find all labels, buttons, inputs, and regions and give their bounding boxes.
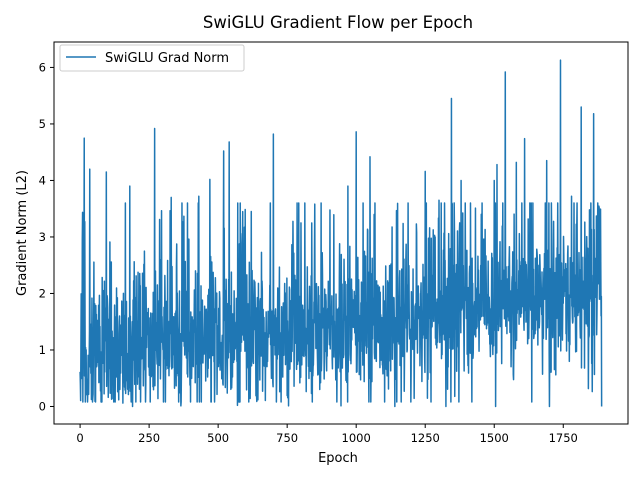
x-tick-label: 1500 (480, 431, 509, 445)
legend-label: SwiGLU Grad Norm (105, 51, 229, 66)
x-axis-ticks: 0 250 500 750 1000 1250 1500 1750 (76, 424, 578, 445)
x-tick-label: 1250 (411, 431, 440, 445)
y-tick-label: 2 (39, 286, 46, 300)
x-tick-label: 250 (138, 431, 160, 445)
y-tick-label: 4 (39, 173, 46, 187)
x-tick-label: 500 (207, 431, 229, 445)
y-tick-label: 5 (39, 117, 46, 131)
chart-title: SwiGLU Gradient Flow per Epoch (203, 13, 473, 32)
y-tick-label: 3 (39, 230, 46, 244)
x-tick-label: 0 (76, 431, 83, 445)
y-axis-label: Gradient Norm (L2) (15, 170, 30, 296)
y-tick-label: 6 (39, 60, 46, 74)
y-axis-ticks: 0 1 2 3 4 5 6 (39, 60, 54, 413)
x-tick-label: 1000 (342, 431, 371, 445)
x-tick-label: 750 (276, 431, 298, 445)
x-tick-label: 1750 (549, 431, 578, 445)
axes-frame (53, 41, 629, 425)
plot-area (79, 59, 603, 408)
x-axis-label: Epoch (318, 451, 358, 466)
legend: SwiGLU Grad Norm (59, 44, 245, 72)
y-tick-label: 0 (39, 399, 46, 413)
series-line-swiglu-grad-norm (79, 59, 603, 408)
legend-box (59, 44, 245, 72)
y-tick-label: 1 (39, 343, 46, 357)
